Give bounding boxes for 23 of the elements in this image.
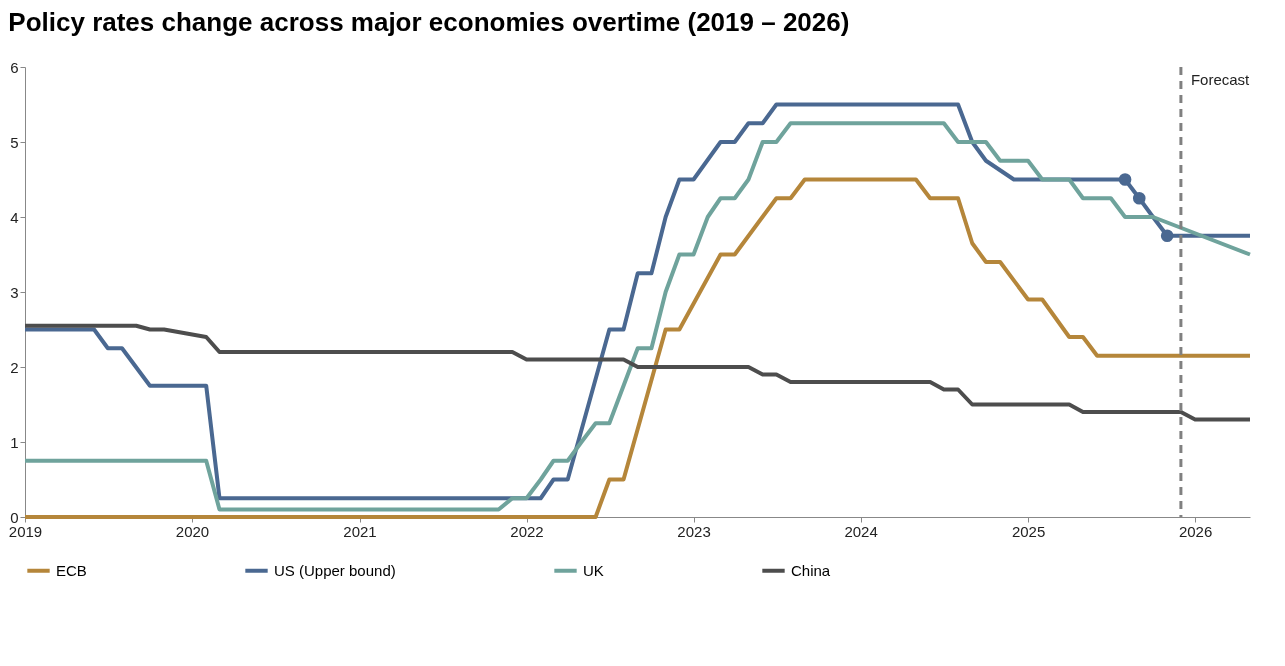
y-tick-label: 4: [10, 208, 19, 226]
y-tick-label: 1: [10, 433, 19, 451]
x-tick-label: 2023: [677, 522, 711, 540]
x-tick-label: 2020: [175, 522, 210, 540]
point: [1132, 191, 1146, 205]
y-tick-label: 2: [10, 358, 19, 376]
legend-label: US (Upper bound): [274, 561, 396, 579]
y-tick-label: 3: [10, 283, 19, 301]
x-tick-label: 2022: [510, 522, 544, 540]
y-tick-label: 5: [10, 133, 19, 151]
legend-label: ECB: [56, 561, 87, 579]
line-series: [23, 323, 1252, 422]
point: [1160, 229, 1174, 243]
x-tick-label: 2025: [1011, 522, 1046, 540]
point: [1118, 173, 1132, 186]
ref-line-label: Forecast: [1190, 71, 1251, 88]
legend-label: UK: [583, 561, 604, 579]
x-tick-label: 2021: [343, 522, 377, 540]
y-tick-label: 6: [10, 58, 19, 76]
x-tick-label: 2024: [844, 522, 878, 540]
x-tick-label: 2026: [1178, 522, 1213, 540]
chart-title: Policy rates change across major economies overtime (2019 – 2026): [8, 7, 850, 37]
legend-label: China: [791, 561, 831, 579]
